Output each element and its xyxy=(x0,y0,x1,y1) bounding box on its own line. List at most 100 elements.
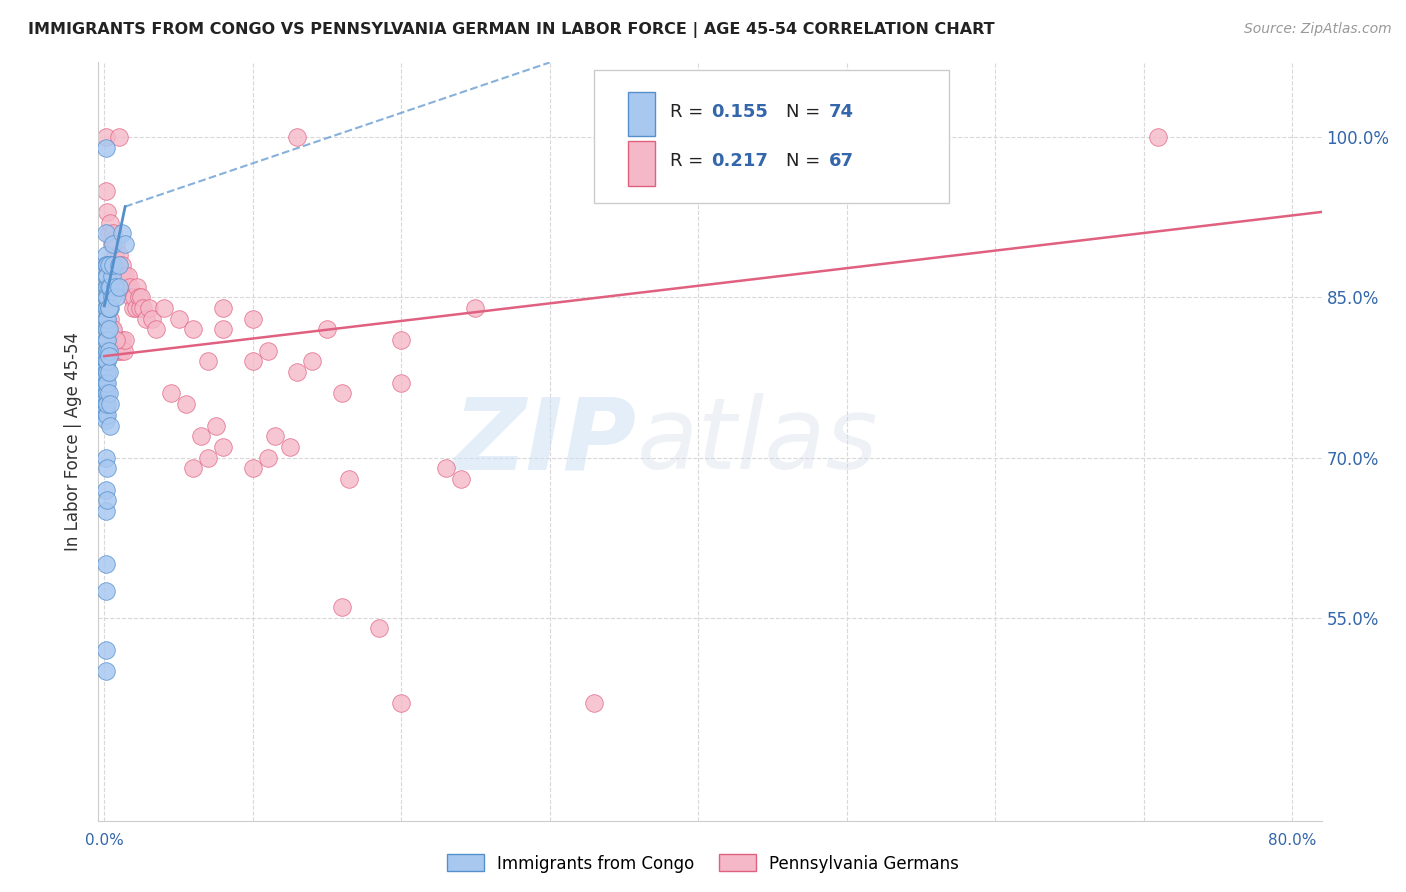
Point xyxy=(94,227,117,241)
Text: 0.217: 0.217 xyxy=(711,152,768,170)
Point xyxy=(97,227,120,241)
Text: N =: N = xyxy=(786,103,825,120)
Text: IMMIGRANTS FROM CONGO VS PENNSYLVANIA GERMAN IN LABOR FORCE | AGE 45-54 CORRELAT: IMMIGRANTS FROM CONGO VS PENNSYLVANIA GE… xyxy=(28,22,995,38)
Point xyxy=(94,365,117,379)
Text: ZIP: ZIP xyxy=(454,393,637,490)
Point xyxy=(125,279,148,293)
FancyBboxPatch shape xyxy=(593,70,949,202)
Point xyxy=(94,504,117,518)
Point xyxy=(94,642,117,657)
Point xyxy=(183,461,205,475)
Point xyxy=(117,268,139,283)
Point xyxy=(94,483,117,497)
Point xyxy=(94,408,117,422)
Point xyxy=(97,322,120,336)
Point xyxy=(94,392,117,406)
Point xyxy=(110,268,132,283)
Point xyxy=(160,386,183,401)
Point xyxy=(124,301,146,315)
Point xyxy=(101,268,124,283)
Point xyxy=(434,461,457,475)
Text: R =: R = xyxy=(669,103,709,120)
Point xyxy=(285,130,308,145)
Point xyxy=(115,279,138,293)
Point xyxy=(94,354,117,368)
Point xyxy=(128,290,150,304)
Point xyxy=(112,343,135,358)
Point xyxy=(94,258,117,272)
Point xyxy=(96,311,118,326)
Point xyxy=(94,664,117,678)
Point xyxy=(108,130,131,145)
Point xyxy=(94,141,117,155)
Point xyxy=(174,397,197,411)
Point xyxy=(96,311,118,326)
Text: 80.0%: 80.0% xyxy=(1268,833,1316,848)
Point xyxy=(108,333,131,347)
Point xyxy=(94,301,117,315)
Point xyxy=(197,450,219,465)
Point xyxy=(96,322,118,336)
Point xyxy=(135,311,157,326)
Point xyxy=(242,354,264,368)
Point xyxy=(101,237,124,252)
Point xyxy=(98,301,121,315)
Point xyxy=(330,600,353,615)
Point xyxy=(94,386,117,401)
Point xyxy=(96,279,118,293)
Point xyxy=(98,333,121,347)
Text: Source: ZipAtlas.com: Source: ZipAtlas.com xyxy=(1244,22,1392,37)
Point xyxy=(118,279,141,293)
Point xyxy=(103,322,125,336)
Point xyxy=(132,301,155,315)
Point xyxy=(112,279,135,293)
Point xyxy=(212,440,235,454)
Point xyxy=(96,343,118,358)
Point xyxy=(242,311,264,326)
Point xyxy=(152,301,174,315)
Point xyxy=(141,311,163,326)
Point xyxy=(197,354,219,368)
Point xyxy=(111,258,134,272)
Point xyxy=(212,322,235,336)
Point xyxy=(94,397,117,411)
Point xyxy=(94,268,117,283)
FancyBboxPatch shape xyxy=(628,92,655,136)
Point xyxy=(108,247,131,261)
Point xyxy=(114,333,136,347)
Point xyxy=(145,322,167,336)
Point xyxy=(105,290,128,304)
Point xyxy=(94,247,117,261)
Point xyxy=(103,227,125,241)
Point xyxy=(138,301,160,315)
Point xyxy=(183,322,205,336)
Point xyxy=(96,408,118,422)
Point xyxy=(122,290,145,304)
Point xyxy=(97,301,120,315)
Point xyxy=(96,386,118,401)
Point xyxy=(98,216,121,230)
Point xyxy=(121,301,143,315)
Point xyxy=(96,397,118,411)
Point xyxy=(204,418,226,433)
Point xyxy=(97,386,120,401)
Point xyxy=(94,349,117,363)
Point xyxy=(105,237,128,252)
Point xyxy=(337,472,360,486)
Point xyxy=(98,311,121,326)
Point xyxy=(96,354,118,368)
Point xyxy=(96,461,118,475)
Text: 0.0%: 0.0% xyxy=(84,833,124,848)
Point xyxy=(107,343,129,358)
Point xyxy=(389,376,412,390)
Point xyxy=(94,322,117,336)
Point xyxy=(368,622,391,636)
Point xyxy=(190,429,212,443)
Point xyxy=(94,311,117,326)
Text: 0.155: 0.155 xyxy=(711,103,768,120)
Point xyxy=(108,258,131,272)
Point xyxy=(96,258,118,272)
Point xyxy=(98,418,121,433)
Point xyxy=(389,333,412,347)
Point xyxy=(111,227,134,241)
